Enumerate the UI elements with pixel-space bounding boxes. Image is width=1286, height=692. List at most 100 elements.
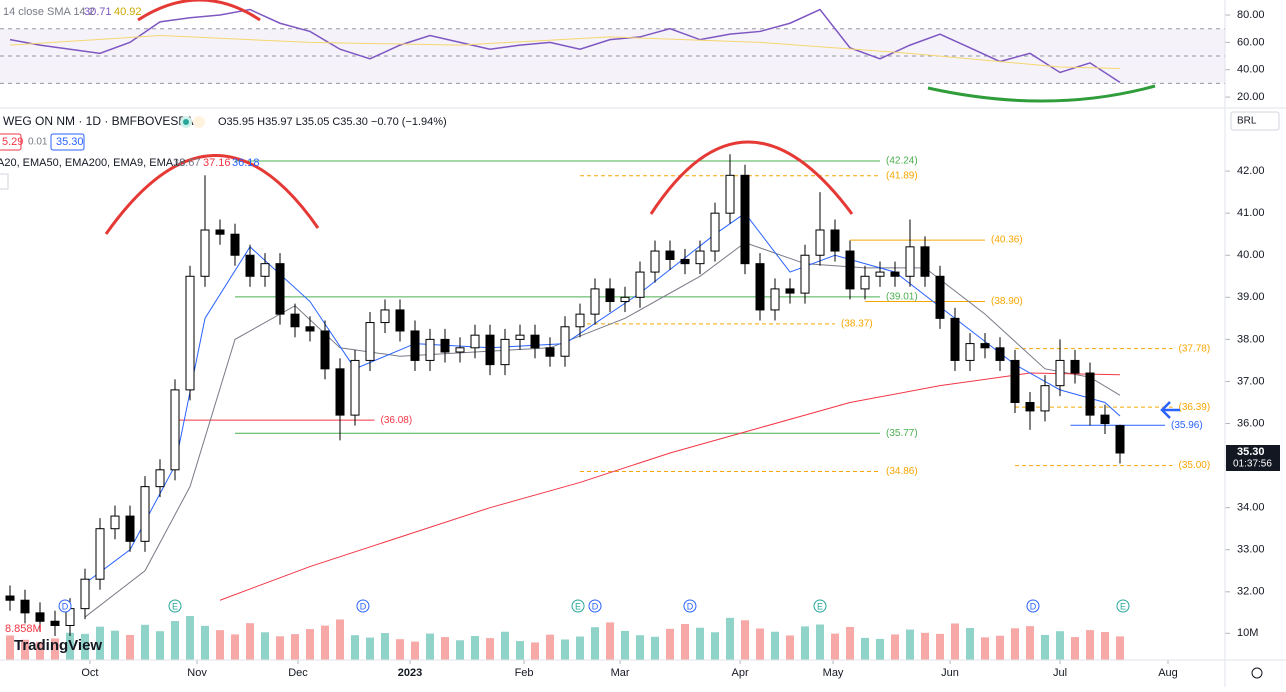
volume-bar [261,632,270,660]
indicator-value: 36.67 [173,157,201,169]
y-tick-label: 60.00 [1237,36,1265,48]
candle-body [245,254,255,277]
level-label: (39.01) [886,292,918,303]
candle-body [815,229,825,256]
level-label: (41.89) [886,170,918,181]
candle-body [125,515,135,542]
line [219,372,1121,601]
candle-body [530,334,540,349]
volume-bar [831,633,840,660]
volume-bar [201,625,210,660]
line [84,242,1121,618]
candle-body [140,486,150,542]
volume-bar [486,638,495,660]
x-tick-label: Apr [731,667,748,679]
level-label: (40.36) [991,235,1023,246]
status-dot [183,119,189,125]
x-tick-label: May [823,667,844,679]
candle-body [305,326,315,332]
event-label: E [172,601,178,611]
volume-bar [666,628,675,660]
volume-bar [246,623,255,660]
y-tick-label: 34.00 [1237,502,1265,514]
event-marker [1026,599,1040,613]
candle-body [680,258,690,265]
candle-body [260,263,270,277]
volume-bar [126,634,135,660]
candle-body [995,347,1005,361]
settings-button[interactable] [1251,667,1263,679]
indicator-value: 36.18 [232,157,260,169]
event-label: D [62,601,69,611]
volume-bar [156,631,165,660]
volume-bar [321,625,330,660]
level-label: (34.86) [886,466,918,477]
y-tick-label: 42.00 [1237,165,1265,177]
candle-body [290,313,300,328]
x-tick-label: Aug [1158,667,1178,679]
candle-body [770,288,780,311]
volume-bar [171,621,180,660]
candle-body [470,334,480,349]
volume-bar [36,641,45,660]
volume-bar [981,637,990,660]
volume-bar [651,636,660,660]
volume-bar [66,632,75,660]
volume-bar [966,628,975,660]
volume-bar [906,629,915,660]
price-box [0,133,22,151]
volume-bar [1116,636,1124,660]
candle-body [335,368,345,416]
candle-body [980,343,990,349]
currency-button[interactable] [1230,111,1280,131]
event-marker [1116,599,1130,613]
event-label: E [817,601,823,611]
event-label: D [687,601,694,611]
volume-bar [756,628,765,660]
volume-bar [1086,630,1094,660]
volume-bar [471,636,480,660]
volume-bar [726,617,735,660]
candle-body [1070,359,1080,374]
currency: BRL [1237,116,1257,127]
candle-body [95,528,105,580]
level-label: (42.24) [886,156,918,167]
volume-bar [996,635,1005,660]
candle-body [365,322,375,361]
volume-bar [816,624,825,660]
y-tick-label: 40.00 [1237,64,1265,76]
candle-body [275,263,285,315]
volume-bar [456,640,465,660]
candle-body [80,578,90,610]
buy-price: 35.30 [56,136,84,148]
x-tick-label: Dec [288,667,308,679]
candle-body [515,334,525,340]
x-tick-label: Jul [1053,667,1067,679]
level-label: (37.78) [1179,343,1211,354]
y-tick-label: 37.00 [1237,375,1265,387]
price-tag-value: 35.30 [1237,446,1265,458]
volume-bar [1041,634,1050,660]
candle-body [920,246,930,277]
event-label: D [360,601,367,611]
volume-bar [6,635,15,660]
indicator-title: A20, EMA50, EMA200, EMA9, EMA18 [0,157,185,169]
collapse-button[interactable] [0,173,9,190]
event-label: D [1030,601,1037,611]
rsi-value: 30.71 [84,6,112,18]
volume-bar [1071,637,1080,660]
volume-bar [1101,632,1109,660]
volume-bar [381,633,390,660]
candle-body [950,317,960,361]
volume-bar [636,635,645,660]
volume-value: 8.858M [5,623,42,635]
volume-bar [786,635,795,660]
candle-body [320,330,330,370]
y-tick-label: 40.00 [1237,249,1265,261]
x-tick-label: Jun [941,667,959,679]
candle-body [1085,372,1095,416]
annotation-arc [927,84,1156,103]
candle-body [740,174,750,265]
volume-bar [531,642,540,660]
